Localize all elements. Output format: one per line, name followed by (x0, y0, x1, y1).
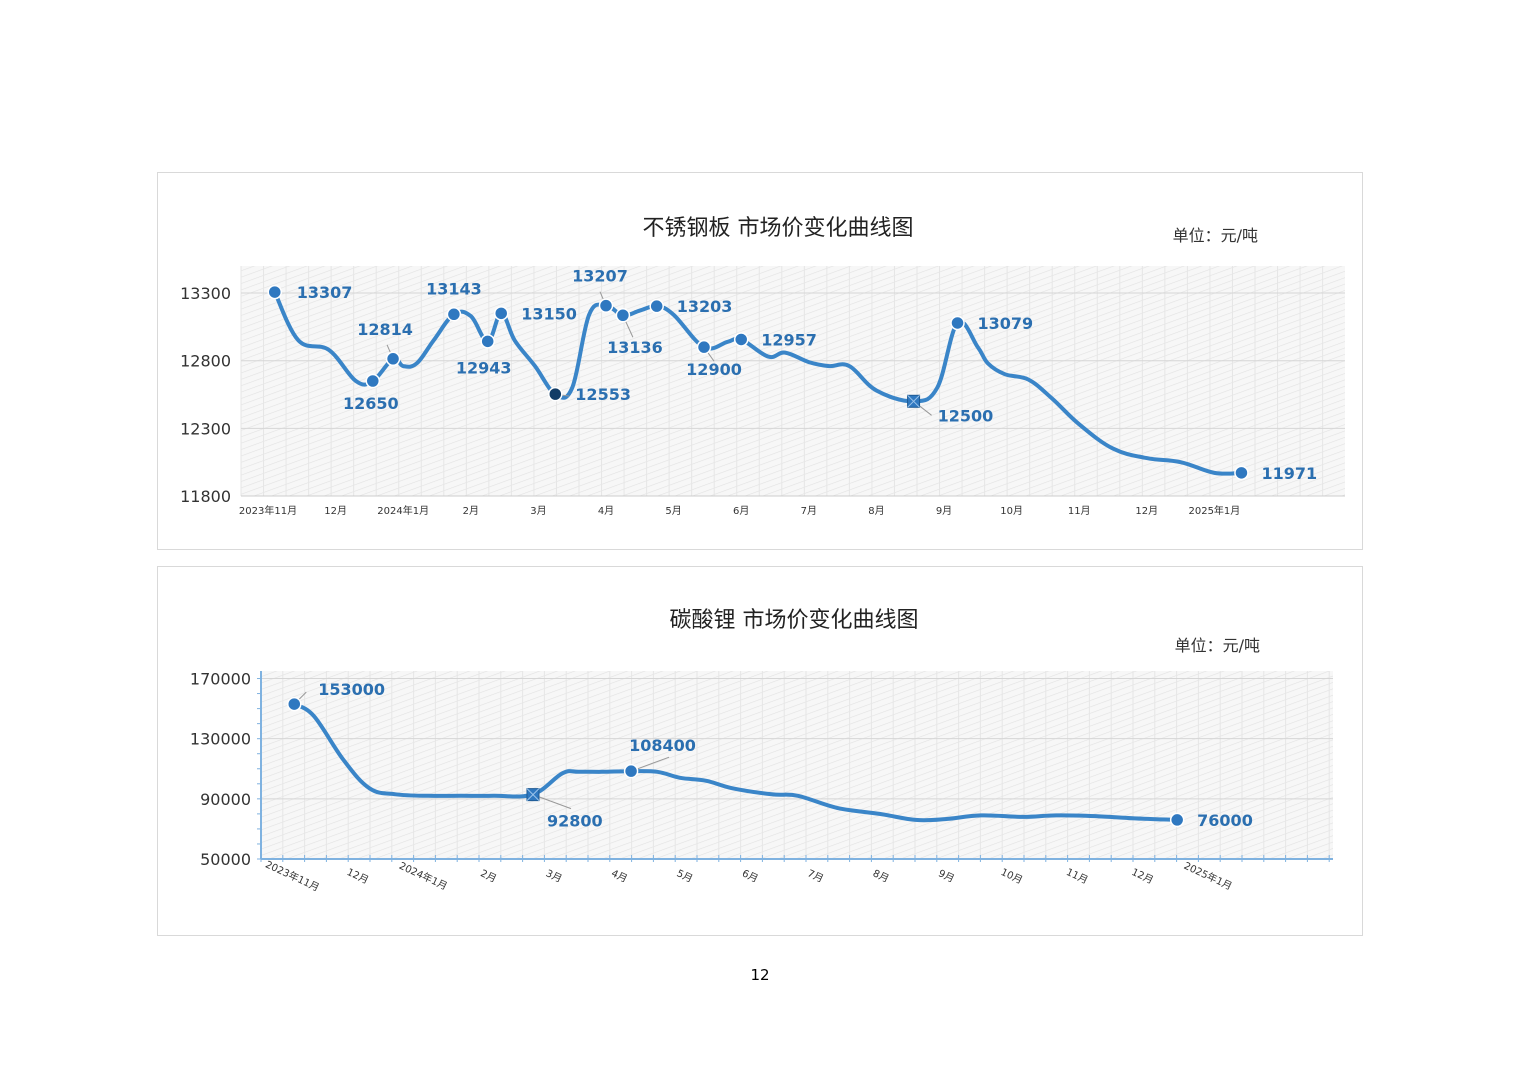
chart-title: 碳酸锂 市场价变化曲线图 (670, 608, 919, 633)
data-label: 13079 (978, 314, 1034, 333)
data-point-marker (446, 307, 462, 322)
x-tick-label: 5月 (675, 867, 695, 885)
data-point-marker (733, 332, 749, 347)
data-label: 153000 (318, 680, 385, 699)
data-point-marker (950, 315, 965, 331)
x-tick-label: 2023年11月 (263, 858, 321, 894)
x-tick-label: 7月 (806, 867, 826, 885)
plot-background (261, 671, 1333, 859)
data-label: 12814 (357, 320, 413, 339)
data-point-marker (1234, 465, 1249, 481)
data-label: 13203 (677, 297, 733, 316)
data-point-marker (548, 386, 563, 402)
data-label: 92800 (547, 812, 603, 831)
data-label: 13307 (297, 283, 353, 302)
x-tick-label: 2025年1月 (1188, 504, 1240, 517)
x-tick-label: 12月 (345, 866, 371, 886)
plot-area: 50000 90000 130000 170000 2023年11月 12月 2024年1月… (190, 670, 1333, 894)
lithium-carbonate-chart: 碳酸锂 市场价变化曲线图 单位：元/吨 50000 90000 130000 1700… (190, 608, 1333, 894)
x-tick-label: 12月 (1135, 505, 1158, 517)
y-tick-label: 170000 (190, 670, 251, 689)
data-label: 13150 (521, 304, 577, 323)
y-tick-label: 50000 (200, 850, 251, 869)
x-tick-label: 2月 (463, 505, 479, 517)
data-point-marker (598, 298, 614, 313)
x-tick-label: 9月 (936, 505, 952, 517)
chart-title: 不锈钢板 市场价变化曲线图 (643, 216, 914, 241)
x-tick-label: 8月 (871, 867, 891, 885)
data-label: 13143 (426, 279, 482, 298)
data-label: 12943 (456, 358, 512, 377)
x-tick-label: 12月 (324, 505, 347, 517)
series-line (272, 290, 1244, 476)
x-tick-label: 6月 (733, 505, 749, 517)
marker-detail (907, 394, 920, 408)
data-label: 13136 (607, 338, 663, 357)
data-point-marker (287, 696, 302, 712)
plot-background (241, 266, 1345, 496)
x-tick-label: 3月 (530, 505, 546, 517)
data-label: 13207 (572, 267, 628, 286)
x-tick-label: 4月 (609, 867, 629, 885)
series-line (292, 702, 1180, 823)
x-tick-label: 7月 (801, 505, 817, 517)
marker-detail (526, 788, 540, 801)
x-tick-label: 3月 (544, 867, 564, 885)
y-tick-label: 12800 (180, 352, 231, 371)
data-label: 12957 (761, 330, 817, 349)
x-tick-label: 8月 (868, 505, 884, 517)
x-tick-label: 11月 (1064, 866, 1090, 886)
x-tick-label: 5月 (665, 505, 681, 517)
data-point-marker (385, 351, 401, 367)
data-point-marker (615, 307, 631, 323)
x-tick-label: 4月 (598, 505, 614, 517)
data-label: 12553 (575, 385, 631, 404)
data-label: 11971 (1261, 464, 1317, 483)
y-tick-label: 13300 (180, 284, 231, 303)
data-label: 12900 (686, 360, 742, 379)
x-tick-label: 12月 (1130, 866, 1156, 886)
chart-panel-lithium-carbonate: 碳酸锂 市场价变化曲线图 单位：元/吨 50000 90000 130000 1700… (157, 566, 1363, 936)
data-point-marker (623, 763, 639, 779)
data-point-marker (480, 334, 495, 349)
y-tick-label: 11800 (180, 487, 231, 506)
x-tick-label: 10月 (1000, 505, 1023, 517)
stainless-steel-chart: 不锈钢板 市场价变化曲线图 单位：元/吨 11800 12300 12800 1330… (180, 216, 1345, 517)
data-label: 12650 (343, 394, 399, 413)
data-point-marker (696, 339, 712, 355)
data-point-marker (649, 298, 664, 314)
y-tick-label: 12300 (180, 419, 231, 438)
x-tick-label: 2024年1月 (377, 504, 429, 517)
y-tick-label: 130000 (190, 730, 251, 749)
data-point-marker (267, 284, 283, 300)
y-tick-label: 90000 (200, 790, 251, 809)
data-point-marker (1169, 812, 1185, 828)
unit-label: 单位：元/吨 (1173, 226, 1258, 245)
unit-label: 单位：元/吨 (1175, 636, 1260, 655)
data-point-marker (493, 306, 509, 321)
x-tick-label: 9月 (936, 867, 956, 885)
data-label: 108400 (629, 736, 696, 755)
x-tick-label: 10月 (999, 866, 1025, 886)
x-tick-label: 2月 (479, 867, 499, 885)
chart-panel-stainless-steel: 不锈钢板 市场价变化曲线图 单位：元/吨 11800 12300 12800 1330… (157, 172, 1363, 550)
plot-area: 11800 12300 12800 13300 2023年11月 12月 2024年1月 2月… (180, 266, 1345, 517)
x-tick-label: 2025年1月 (1182, 859, 1234, 893)
page-number: 12 (750, 966, 770, 984)
data-point-marker (365, 373, 381, 389)
x-tick-label: 6月 (740, 867, 760, 885)
x-tick-label: 2024年1月 (397, 859, 449, 893)
x-tick-label: 11月 (1068, 505, 1091, 517)
x-tick-label: 2023年11月 (239, 504, 297, 517)
data-label: 12500 (938, 406, 994, 425)
data-label: 76000 (1197, 811, 1253, 830)
